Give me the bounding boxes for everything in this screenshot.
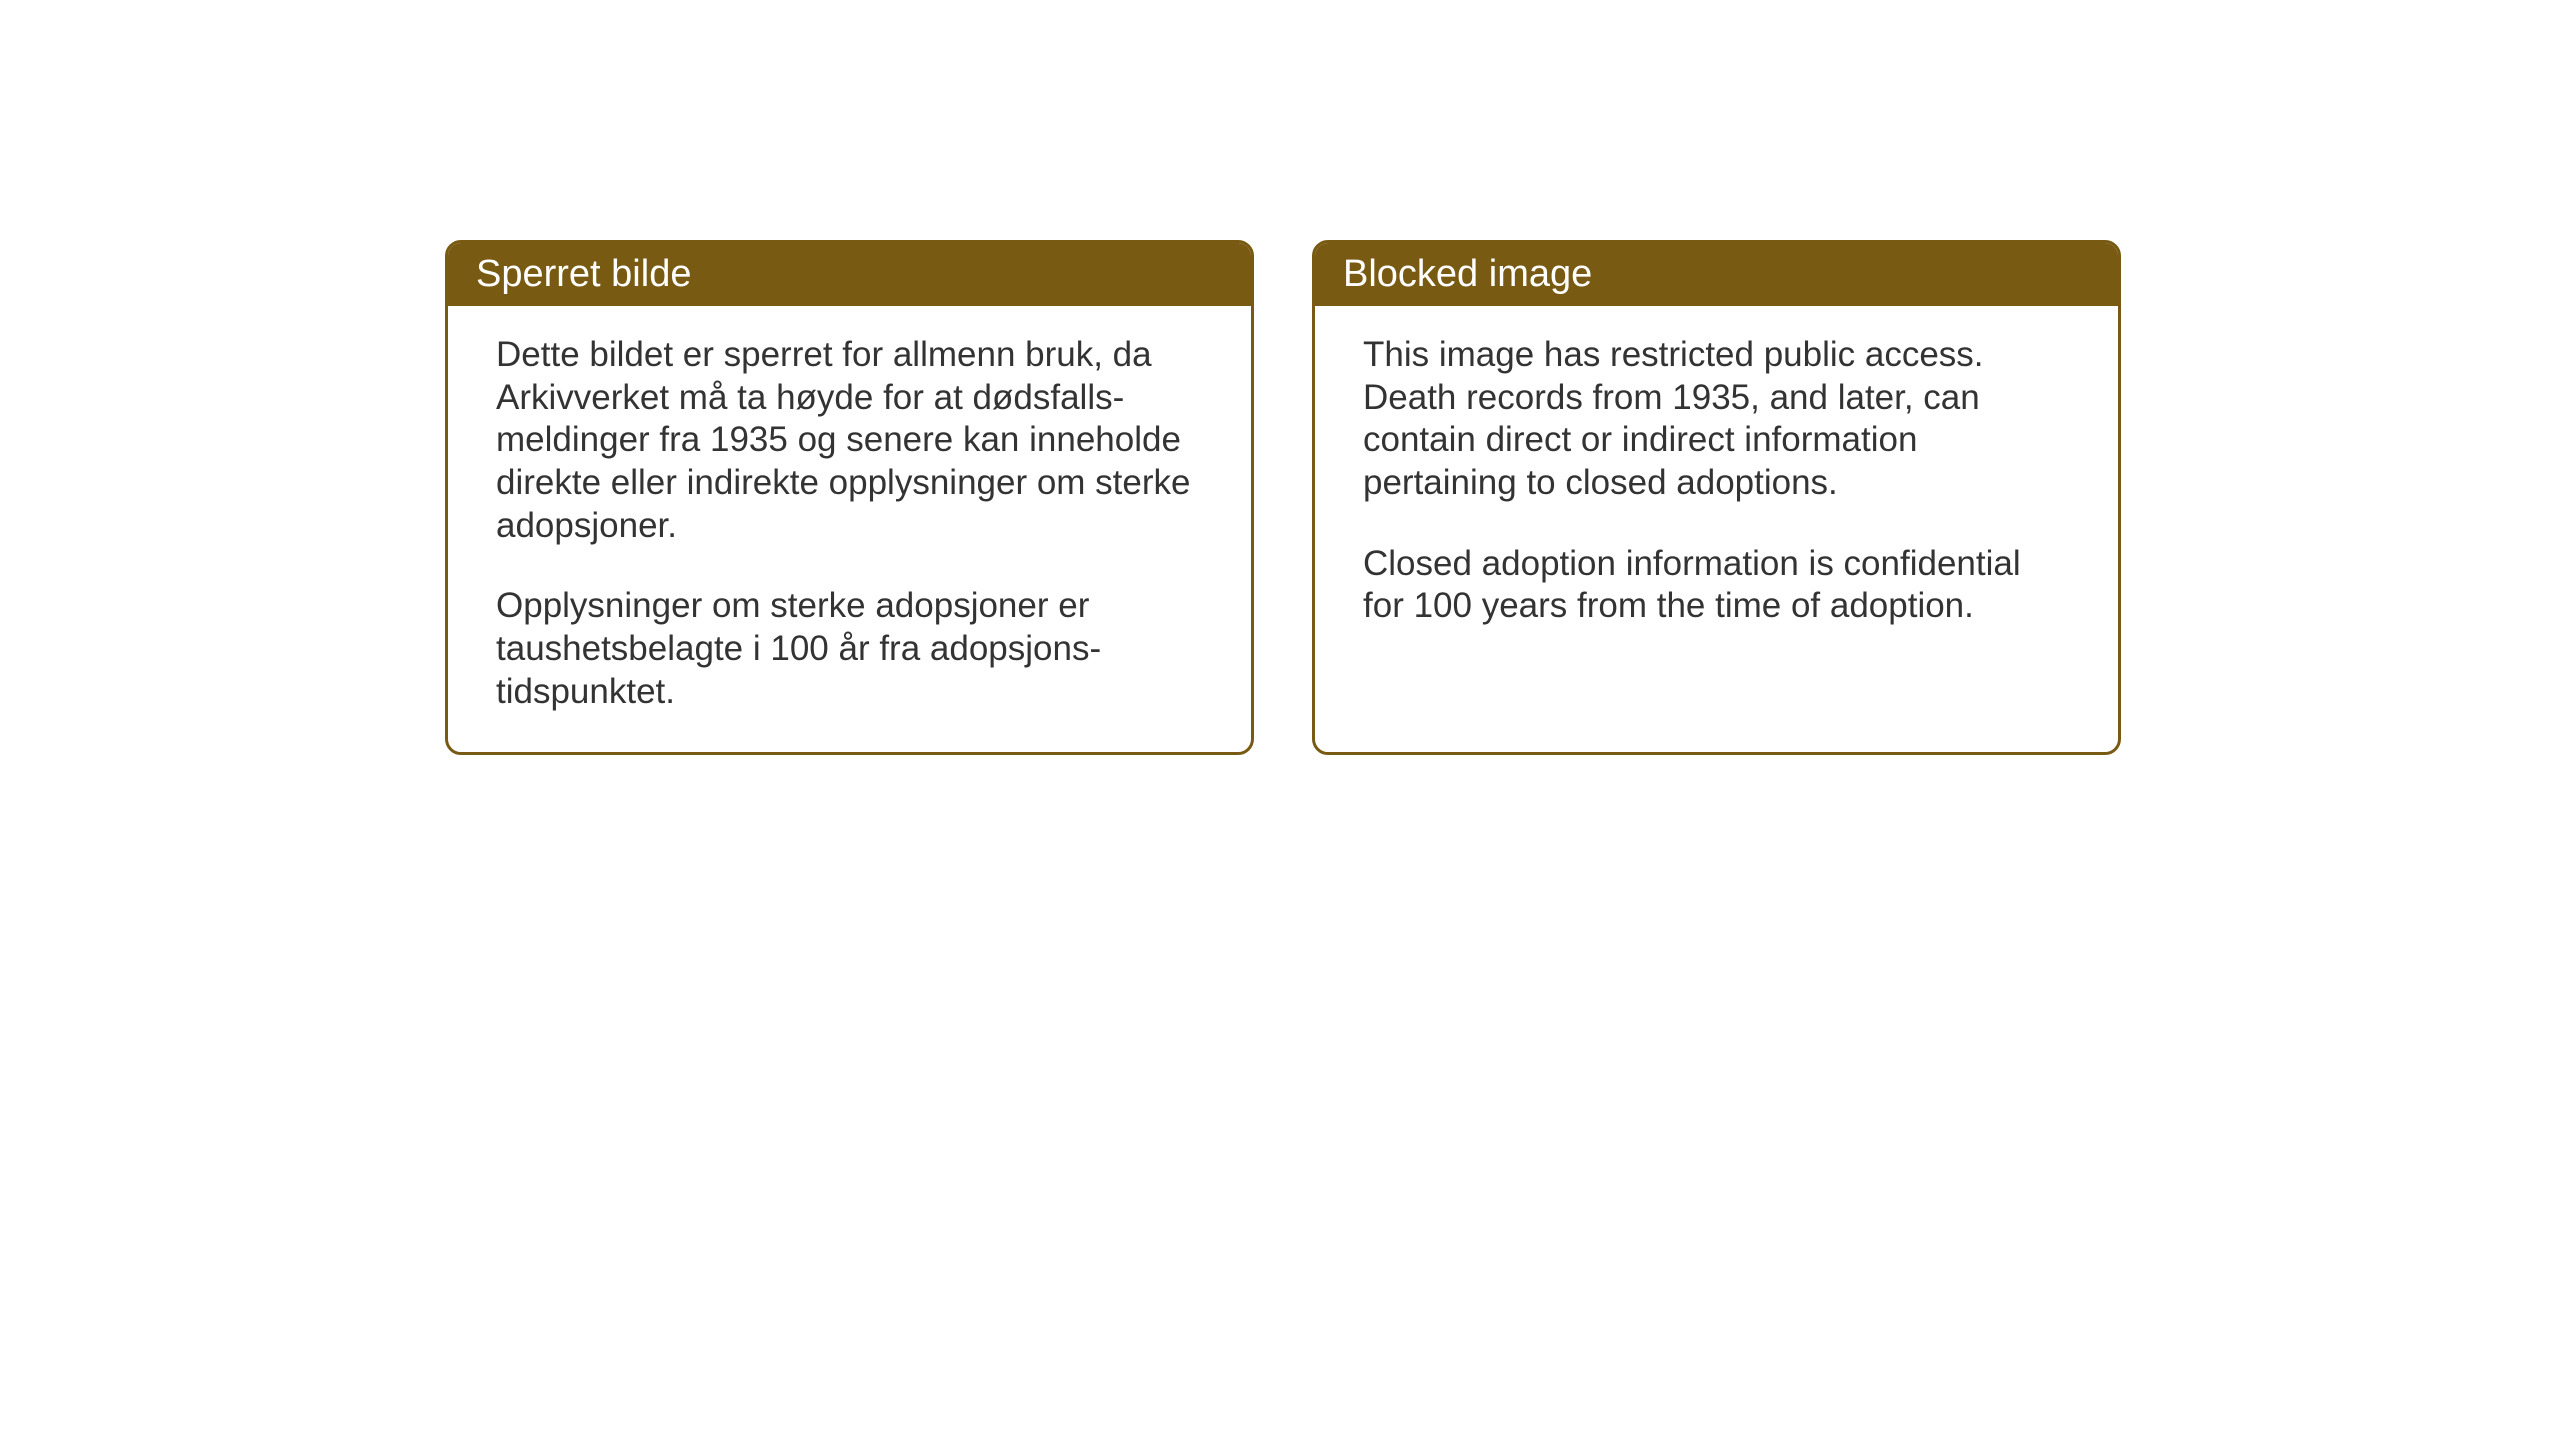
- notice-paragraph: Opplysninger om sterke adopsjoner er tau…: [496, 585, 1203, 713]
- notice-box-norwegian: Sperret bilde Dette bildet er sperret fo…: [445, 240, 1254, 755]
- notice-body-english: This image has restricted public access.…: [1315, 306, 2118, 666]
- notice-paragraph: This image has restricted public access.…: [1363, 334, 2070, 505]
- notice-box-english: Blocked image This image has restricted …: [1312, 240, 2121, 755]
- notice-container: Sperret bilde Dette bildet er sperret fo…: [445, 240, 2121, 755]
- notice-body-norwegian: Dette bildet er sperret for allmenn bruk…: [448, 306, 1251, 752]
- notice-paragraph: Closed adoption information is confident…: [1363, 543, 2070, 628]
- notice-header-norwegian: Sperret bilde: [448, 243, 1251, 306]
- notice-header-english: Blocked image: [1315, 243, 2118, 306]
- notice-paragraph: Dette bildet er sperret for allmenn bruk…: [496, 334, 1203, 547]
